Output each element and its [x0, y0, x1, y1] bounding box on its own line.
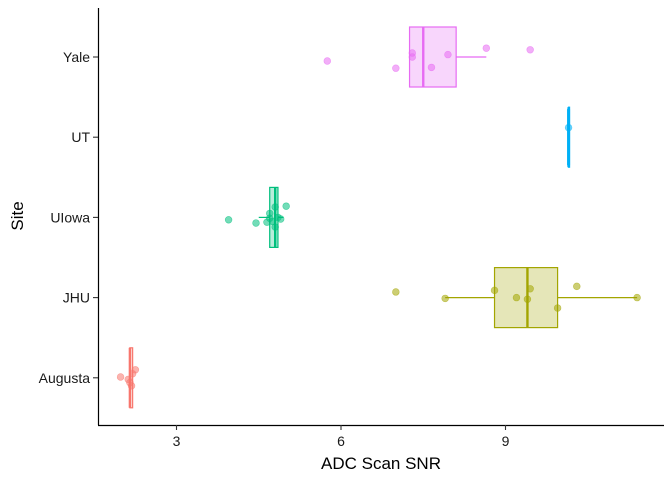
x-axis-ticks: 3 6 9 [173, 425, 510, 449]
data-point [427, 63, 436, 72]
series-uiowa [224, 186, 290, 248]
data-point [271, 203, 279, 211]
data-point [271, 223, 279, 231]
data-point [441, 294, 449, 303]
data-point [526, 285, 534, 293]
data-point [224, 216, 233, 224]
series-ut [564, 106, 573, 168]
series-augusta [116, 347, 140, 409]
data-point [252, 219, 260, 227]
data-point [392, 288, 400, 296]
data-point [444, 50, 452, 59]
data-point [564, 123, 573, 132]
x-axis-title: ADC Scan SNR [321, 454, 441, 473]
y-tick-label: Augusta [39, 370, 91, 386]
data-point [282, 202, 290, 210]
x-tick-label: 9 [502, 433, 510, 449]
data-point [266, 209, 274, 218]
data-point [523, 295, 532, 303]
series-yale [323, 26, 534, 88]
x-tick-label: 6 [337, 433, 345, 449]
data-point [573, 282, 581, 291]
data-point [490, 286, 499, 295]
data-point [482, 44, 491, 52]
data-point [408, 49, 416, 57]
data-point [392, 64, 400, 72]
data-point [126, 378, 134, 387]
plot-area [116, 26, 641, 409]
data-point [323, 57, 331, 65]
data-point [128, 370, 137, 378]
y-tick-label: JHU [63, 290, 90, 306]
y-tick-label: UIowa [50, 209, 90, 225]
data-point [633, 293, 641, 302]
y-tick-label: Yale [63, 49, 90, 65]
y-axis-ticks: Augusta JHU UIowa UT Yale [39, 49, 98, 386]
y-axis-title: Site [8, 201, 27, 230]
series-jhu [392, 267, 641, 329]
data-point [512, 293, 521, 302]
y-tick-label: UT [71, 129, 90, 145]
data-point [553, 304, 562, 312]
data-point [276, 215, 285, 223]
data-point [526, 46, 534, 54]
x-tick-label: 3 [173, 433, 181, 449]
data-point [116, 373, 125, 381]
